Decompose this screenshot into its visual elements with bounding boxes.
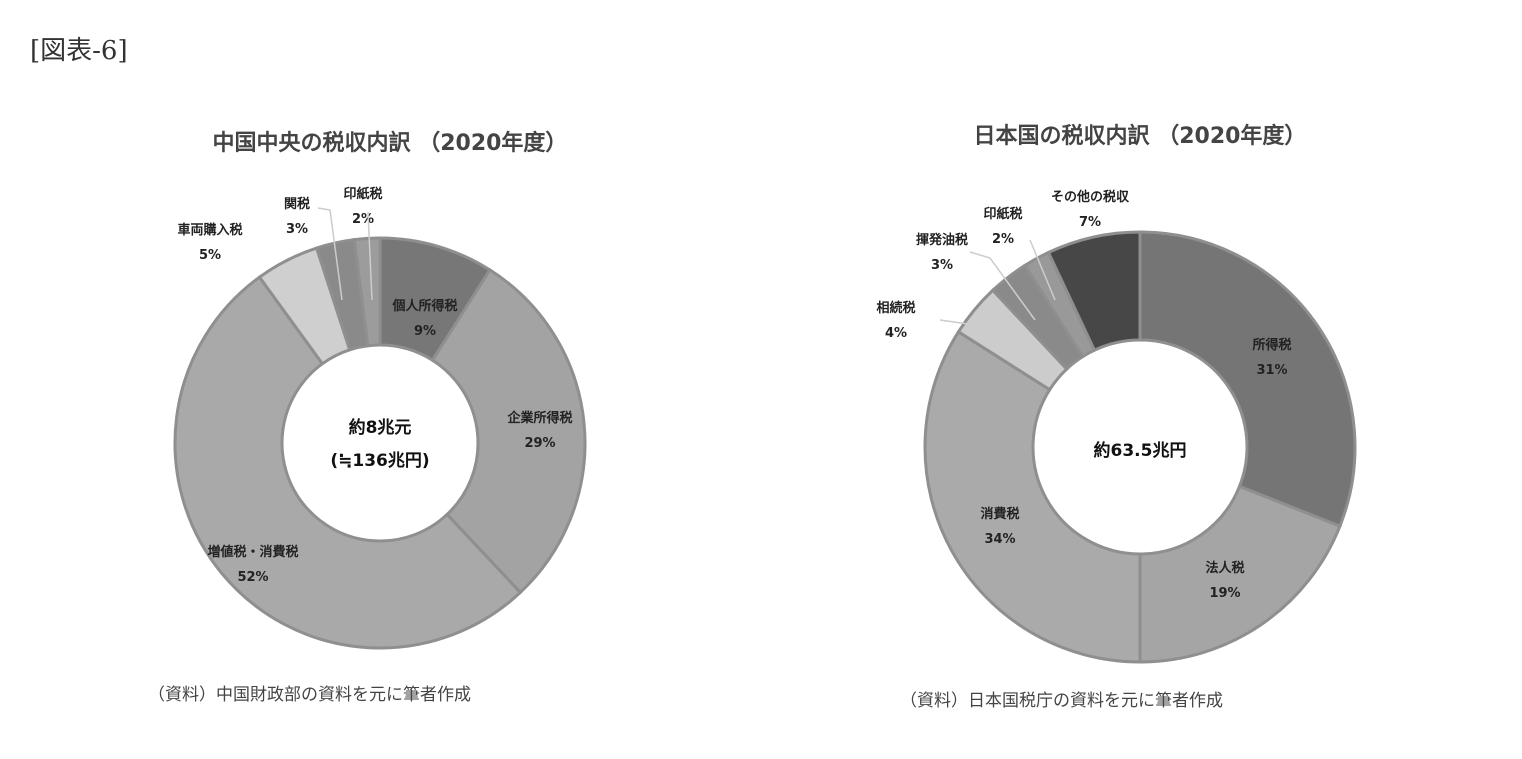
slice-label: 個人所得税 [391, 298, 457, 314]
leader-line [939, 319, 1016, 346]
leader-line [1029, 239, 1056, 301]
source-china: （資料）中国財政部の資料を元に筆者作成 [148, 685, 471, 705]
donut-hole [284, 347, 476, 539]
slice-label: 法人税 [1205, 560, 1244, 576]
slice-china-5 [352, 236, 382, 348]
slice-value-label: 29% [524, 436, 555, 451]
slice-label: 車両購入税 [177, 222, 242, 238]
slice-label: 企業所得税 [506, 410, 572, 426]
center-label: 約8兆元 [349, 417, 412, 438]
slice-value-label: 3% [286, 222, 308, 237]
slice-japan-0 [1138, 230, 1357, 529]
leader-line [367, 211, 373, 301]
slice-value-label: 4% [885, 326, 907, 341]
slice-china-1 [430, 267, 587, 595]
slice-japan-2 [923, 329, 1142, 664]
slice-label: 相続税 [876, 300, 915, 316]
slice-label: 消費税 [980, 506, 1019, 522]
slice-value-label: 9% [414, 324, 436, 339]
chart-title-japan: 日本国の税収内訳 （2020年度） [973, 124, 1307, 149]
slice-value-label: 5% [199, 248, 221, 263]
slice-label: 関税 [284, 196, 310, 212]
slice-label: 印紙税 [343, 186, 382, 202]
donut-hole [1035, 342, 1245, 552]
slice-label: 増値税・消費税 [207, 544, 298, 560]
slice-value-label: 7% [1079, 215, 1101, 230]
leader-line [969, 251, 1036, 321]
slice-value-label: 3% [931, 258, 953, 273]
center-label: (≒136兆円) [330, 451, 429, 471]
center-label: 約63.5兆円 [1094, 440, 1187, 461]
slice-japan-6 [1046, 230, 1142, 353]
slice-label: 揮発油税 [916, 232, 968, 248]
figure-label: [図表-6] [30, 36, 128, 66]
slice-label: その他の税収 [1051, 189, 1130, 205]
slice-japan-1 [1138, 484, 1342, 664]
slice-value-label: 52% [237, 570, 268, 585]
slice-value-label: 19% [1209, 586, 1240, 601]
leader-line [317, 207, 343, 301]
source-japan: （資料）日本国税庁の資料を元に筆者作成 [900, 691, 1223, 711]
slice-label: 所得税 [1252, 337, 1291, 353]
slice-value-label: 2% [992, 232, 1014, 247]
slice-label: 印紙税 [983, 206, 1022, 222]
chart-title-china: 中国中央の税収内訳 （2020年度） [212, 131, 568, 156]
slice-value-label: 34% [984, 532, 1015, 547]
slice-value-label: 2% [352, 212, 374, 227]
slice-china-2 [173, 275, 523, 650]
slice-value-label: 31% [1256, 363, 1287, 378]
